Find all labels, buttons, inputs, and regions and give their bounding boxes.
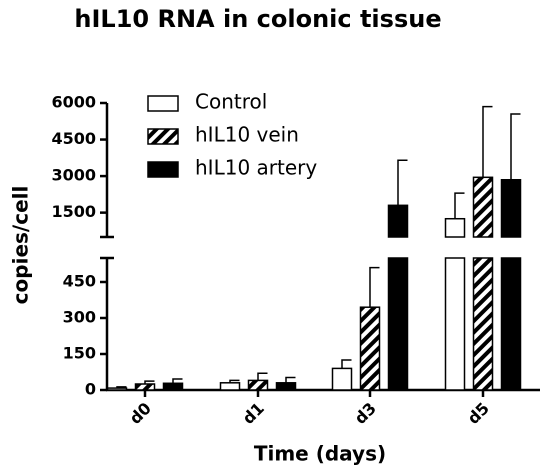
x-tick-label: d1: [239, 399, 268, 428]
bar: [359, 306, 381, 391]
bar: [247, 379, 269, 391]
bar: [219, 382, 241, 391]
error-bar: [510, 113, 521, 180]
error-bar: [397, 159, 408, 206]
legend-swatch: [147, 128, 179, 145]
legend-swatch: [147, 95, 179, 112]
error-bar: [482, 105, 493, 178]
y-tick-label: 300: [63, 308, 96, 327]
x-tick-label: d0: [126, 399, 155, 428]
bar: [331, 367, 353, 391]
error-bar: [116, 386, 127, 389]
y-tick-label: 0: [85, 380, 96, 399]
error-bar: [144, 380, 155, 384]
bar: [472, 176, 494, 238]
y-tick-label: 150: [63, 344, 96, 363]
chart-title: hIL10 RNA in colonic tissue: [74, 5, 441, 33]
legend-label: hIL10 vein: [195, 123, 299, 147]
bar: [444, 257, 466, 391]
bar: [106, 387, 128, 391]
error-bar: [257, 372, 268, 381]
error-bar: [229, 379, 240, 383]
y-tick-label: 1500: [51, 202, 96, 221]
error-bar: [172, 378, 183, 384]
error-bar: [369, 266, 380, 308]
error-bar: [341, 359, 352, 369]
bar: [500, 257, 522, 391]
x-tick-label: d5: [464, 399, 493, 428]
bar: [134, 383, 156, 391]
bar: [387, 204, 409, 238]
legend-swatch: [147, 161, 179, 178]
y-tick-label: 4500: [51, 129, 96, 148]
bar: [387, 257, 409, 391]
x-axis-label: Time (days): [254, 442, 386, 466]
error-bar: [454, 192, 465, 219]
y-tick-label: 6000: [51, 93, 96, 112]
bar: [444, 217, 466, 238]
y-tick-label: 3000: [51, 166, 96, 185]
x-tick-label: d3: [351, 399, 380, 428]
y-tick-label: 450: [63, 272, 96, 291]
legend-label: hIL10 artery: [195, 156, 317, 180]
legend-label: Control: [195, 90, 267, 114]
bar: [162, 382, 184, 391]
error-bar: [285, 376, 296, 383]
bar: [472, 257, 494, 391]
bar: [275, 382, 297, 391]
y-axis-label: copies/cell: [9, 186, 33, 305]
bar: [500, 178, 522, 238]
